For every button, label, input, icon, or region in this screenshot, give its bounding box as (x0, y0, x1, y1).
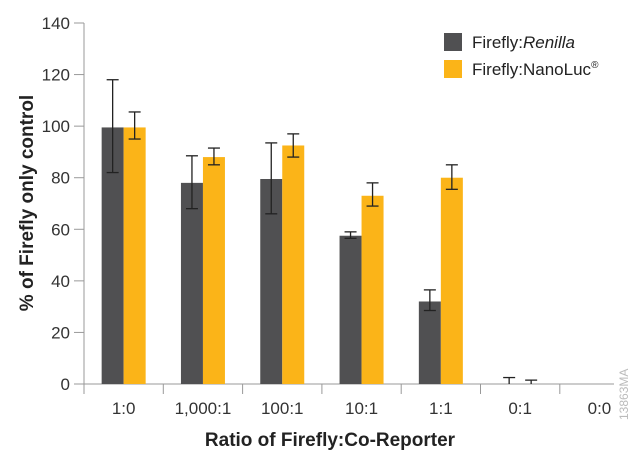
legend: Firefly:Renilla Firefly:NanoLuc® (444, 33, 599, 79)
bar-renilla (180, 182, 203, 384)
y-tick-label: 80 (51, 169, 70, 188)
bar-renilla (101, 127, 124, 385)
y-tick-label: 140 (42, 14, 70, 33)
y-tick-label: 60 (51, 220, 70, 239)
x-tick-label: 1,000:1 (175, 399, 232, 418)
y-tick-label: 40 (51, 272, 70, 291)
x-tick-label: 1:0 (112, 399, 136, 418)
x-tick-label: 0:0 (588, 399, 612, 418)
y-tick-label: 120 (42, 66, 70, 85)
x-axis-label: Ratio of Firefly:Co-Reporter (205, 430, 456, 451)
y-axis-label: % of Firefly only control (17, 95, 38, 311)
y-tick-label: 0 (61, 375, 70, 394)
legend-label-nanoluc: Firefly:NanoLuc® (472, 60, 599, 79)
bar-nanoluc (440, 177, 463, 384)
y-tick-label: 20 (51, 323, 70, 342)
watermark: 13863MA (617, 369, 631, 420)
bar-nanoluc (361, 195, 384, 384)
y-axis: 0 20 40 60 80 100 120 140 (42, 14, 85, 394)
bar-nanoluc (123, 127, 146, 385)
x-tick-label: 1:1 (429, 399, 453, 418)
bar-renilla (339, 235, 362, 384)
x-tick-label: 10:1 (345, 399, 378, 418)
bar-renilla (260, 179, 283, 384)
legend-label-renilla: Firefly:Renilla (472, 33, 575, 52)
bars (101, 79, 538, 385)
x-tick-label: 100:1 (261, 399, 304, 418)
y-tick-label: 100 (42, 117, 70, 136)
bar-nanoluc (282, 145, 305, 384)
bar-nanoluc (202, 157, 225, 384)
legend-swatch-nanoluc (444, 60, 462, 78)
legend-swatch-renilla (444, 33, 462, 51)
x-axis: 1:0 1,000:1 100:1 10:1 1:1 0:1 0:0 (74, 383, 614, 418)
bar-renilla (418, 301, 441, 384)
x-tick-label: 0:1 (508, 399, 532, 418)
